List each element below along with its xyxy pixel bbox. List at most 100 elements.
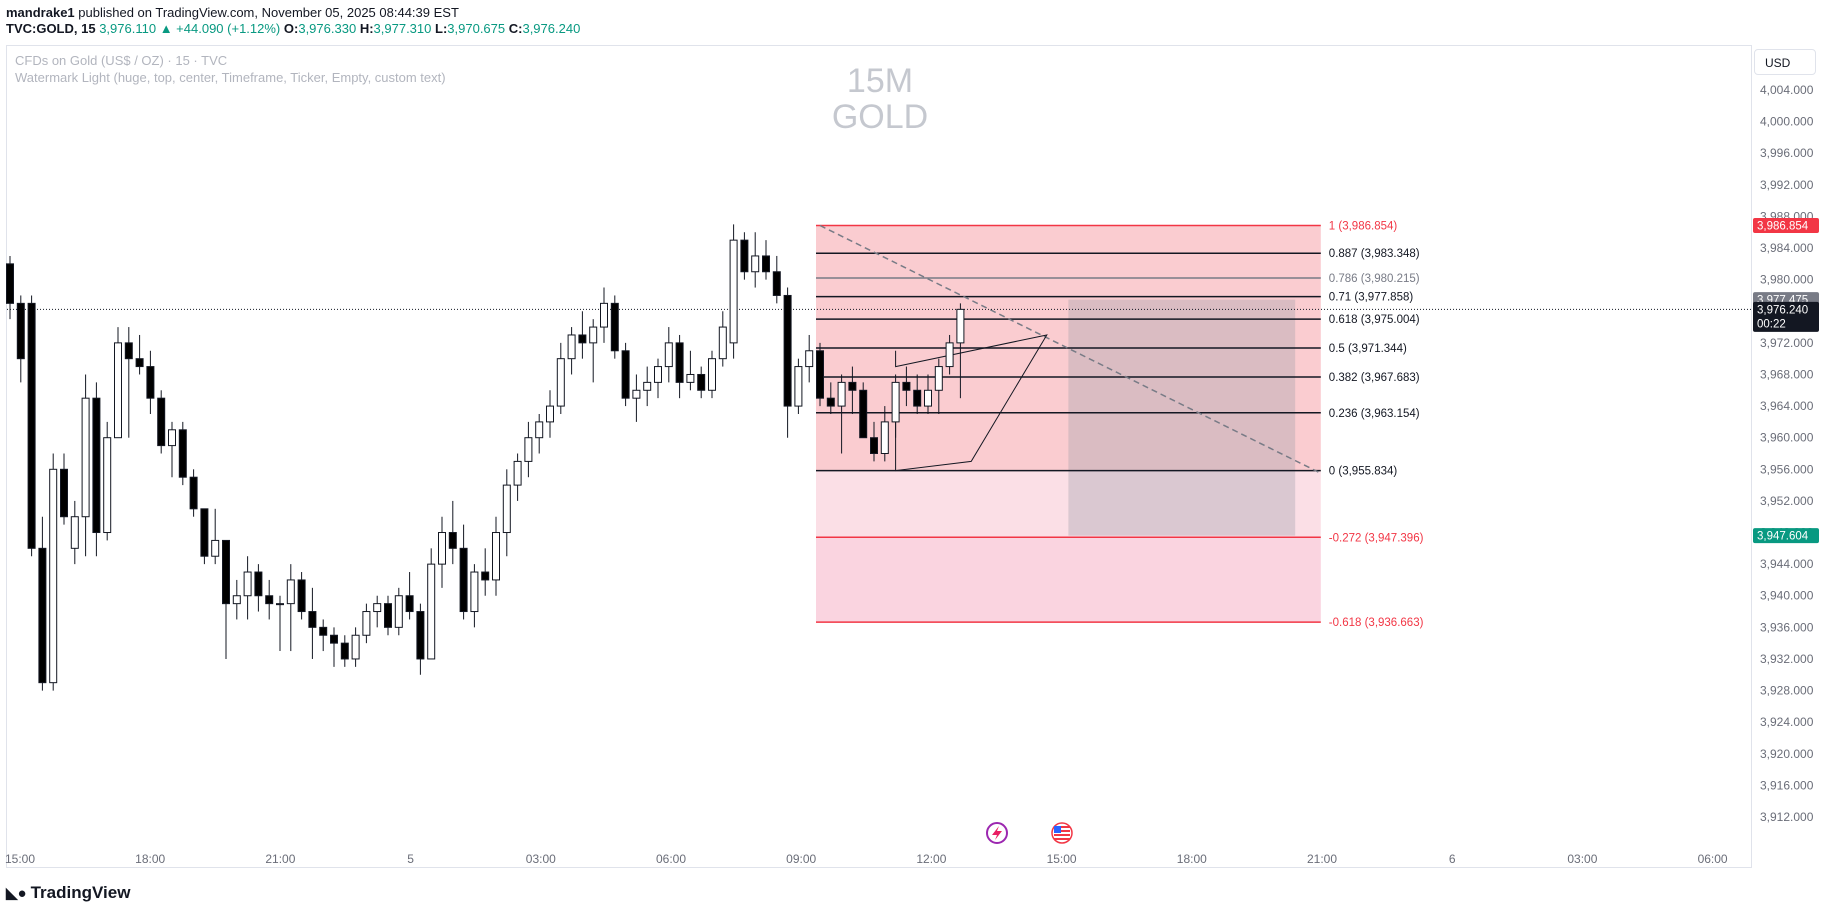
candle-body [103,437,112,534]
y-tick-label: 3,916.000 [1760,778,1814,792]
candle-body [610,302,619,352]
candle-body [729,239,738,344]
candle-body [189,476,198,510]
candle-body [805,350,814,368]
x-tick-label: 6 [1449,852,1456,866]
candle-body [772,271,781,296]
candle-body [762,255,770,273]
y-tick-label: 3,964.000 [1760,399,1814,413]
candle-body [535,421,544,439]
price-change: ▲ +44.090 (+1.12%) [159,21,281,36]
candle-body [427,563,436,660]
candle-body [513,460,522,486]
candle-body [783,294,792,407]
candle-body [859,389,868,439]
candle-body [178,429,187,478]
fib-trend-line [819,224,1322,474]
fib-level-label: 0.5 (3,971.344) [1329,343,1407,355]
candle-body [254,571,263,597]
candle-body [243,571,252,597]
chart-frame[interactable] [6,45,1752,868]
fib-ext-zone-2 [816,537,1321,623]
x-tick-label: 03:00 [526,852,556,866]
candle-body [880,421,889,454]
y-tick-label: 3,932.000 [1760,652,1814,666]
candle-body [718,326,727,360]
author-name[interactable]: mandrake1 [6,5,75,20]
fib-level-label: 0.618 (3,975.004) [1329,314,1420,326]
ohlc-line: TVC:GOLD, 15 3,976.110 ▲ +44.090 (+1.12%… [6,21,580,36]
candle-body [38,547,47,684]
candle-body [697,373,706,391]
us-flag-event-icon [1051,822,1073,844]
candle-body [740,239,749,273]
candle-body [643,381,652,391]
low-value: 3,970.675 [447,21,506,36]
candle-body [686,373,695,383]
candle-body [362,611,371,636]
candle-body [459,547,468,613]
price-tag-label: 3,947.604 [1757,531,1809,543]
candle-body [6,263,14,304]
candle-body [589,326,598,344]
brand-name: TradingView [30,883,131,902]
candle-body [27,302,36,549]
candle-body [438,532,446,565]
symbol-label: TVC:GOLD, 15 [6,21,96,36]
candle-body [330,634,338,644]
candle-body [340,642,349,660]
y-tick-label: 3,996.000 [1760,146,1814,160]
candle-body [870,437,878,454]
candle-body [621,350,630,399]
y-tick-label: 3,920.000 [1760,747,1814,761]
candle-body [146,366,155,399]
candle-body [405,595,414,613]
candle-body [837,381,846,407]
x-tick-label: 21:00 [1307,852,1337,866]
brand: ◣● TradingView [6,883,130,903]
fib-level-label: 0.382 (3,967.683) [1329,372,1420,384]
currency-button[interactable]: USD [1754,49,1816,75]
candle-body [578,334,587,344]
indicator-legend[interactable]: Watermark Light (huge, top, center, Time… [15,70,446,85]
flag-stripe [1054,830,1070,832]
lightning-event-icon [986,822,1008,844]
candle-body [232,595,241,605]
candle-body [81,397,90,518]
y-tick-label: 3,928.000 [1760,684,1814,698]
fib-level-label: -0.272 (3,947.396) [1329,532,1424,544]
fib-level-label: -0.618 (3,936.663) [1329,617,1424,629]
y-tick-label: 3,952.000 [1760,494,1814,508]
publish-info: mandrake1 published on TradingView.com, … [6,5,459,20]
flag-stripe [1054,838,1070,840]
candle-body [675,342,684,383]
y-tick-label: 3,992.000 [1760,178,1814,192]
candle-body [945,342,954,368]
x-tick-label: 06:00 [1698,852,1728,866]
candle-body [567,334,576,360]
price-tag-label: 3,976.240 [1757,304,1808,316]
price-tag [1753,301,1819,332]
candle-body [297,579,306,613]
candle-body [913,389,922,407]
candle-body [708,358,716,391]
close-label: C: [508,21,523,36]
candle-body [373,603,382,613]
fib-level-label: 0.786 (3,980.215) [1329,273,1420,285]
candle-body [902,381,911,391]
price-tag [1753,217,1819,233]
price-tag-label: 3,986.854 [1757,220,1809,232]
close-value: 3,976.240 [522,21,581,36]
series-legend[interactable]: CFDs on Gold (US$ / OZ) · 15 · TVC [15,53,228,68]
candle-body [168,429,176,447]
x-tick-label: 18:00 [1177,852,1207,866]
candle-body [794,366,803,407]
candle-body [70,516,79,549]
flag-canton [1054,826,1061,833]
flag-stripe [1054,834,1070,836]
x-tick-label: 15:00 [1047,852,1077,866]
position-box [1068,299,1296,536]
candle-body [751,255,760,273]
lightning-bolt [992,826,1002,840]
